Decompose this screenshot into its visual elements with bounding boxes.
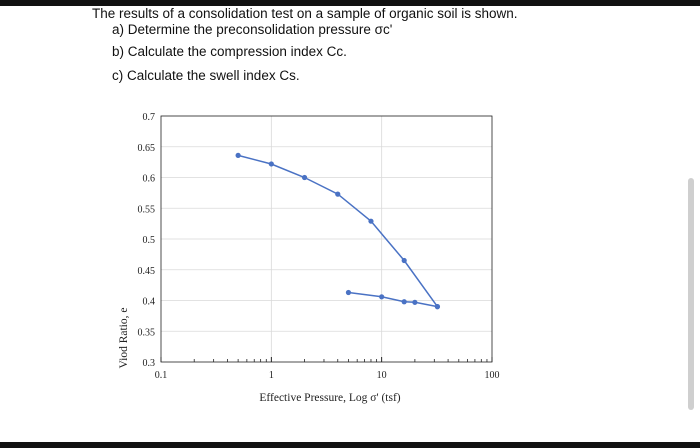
consolidation-chart: 0.3 0.35 0.4 0.45 0.5 0.55 0.6 0.65 0.7 0.1 1 10 100… (100, 100, 520, 420)
y-tick-label: 0.4 (143, 297, 156, 308)
x-tick-label: 10 (377, 370, 387, 381)
data-point (301, 174, 308, 181)
plot-frame (160, 115, 493, 363)
question-a: a) Determine the preconsolidation pressu… (112, 22, 393, 37)
data-point (335, 191, 341, 197)
tick-layer: 0.3 0.35 0.4 0.45 0.5 0.55 0.6 0.65 0.7 0.1 1 10 100 (138, 112, 500, 381)
data-point (412, 299, 418, 305)
question-b: b) Calculate the compression index Cc. (112, 44, 347, 59)
data-point (401, 299, 407, 305)
y-tick-label: 0.5 (143, 235, 156, 246)
series-line (237, 154, 439, 308)
problem-intro: The results of a consolidation test on a… (92, 6, 518, 21)
y-tick-label: 0.6 (143, 174, 156, 185)
y-tick-label: 0.35 (138, 327, 156, 338)
x-axis-label: Effective Pressure, Log σ' (tsf) (259, 392, 400, 404)
bottom-edge-bar (0, 442, 700, 448)
y-tick-label: 0.45 (138, 266, 156, 277)
data-point (235, 152, 241, 158)
x-tick-label: 1 (269, 370, 274, 381)
x-tick-label: 0.1 (155, 370, 168, 381)
series-layer (235, 152, 441, 310)
data-point (345, 289, 352, 296)
x-tick-label: 100 (485, 370, 500, 381)
data-point (401, 257, 407, 264)
chart-svg: 0.3 0.35 0.4 0.45 0.5 0.55 0.6 0.65 0.7 0.1 1 10 100… (118, 112, 500, 404)
y-tick-label: 0.7 (143, 112, 156, 123)
series-line (348, 291, 438, 308)
vertical-scrollbar[interactable] (688, 178, 694, 410)
y-tick-label: 0.65 (138, 143, 156, 154)
top-edge-bar (0, 0, 700, 6)
data-point (368, 218, 374, 224)
data-point (268, 161, 274, 167)
question-c: c) Calculate the swell index Cs. (112, 68, 300, 83)
grid-layer (161, 115, 492, 362)
y-tick-label: 0.3 (143, 358, 156, 369)
data-point (379, 294, 385, 300)
y-axis-label: Viod Ratio, e (118, 308, 130, 369)
y-tick-label: 0.55 (138, 204, 156, 215)
data-point (434, 304, 441, 310)
